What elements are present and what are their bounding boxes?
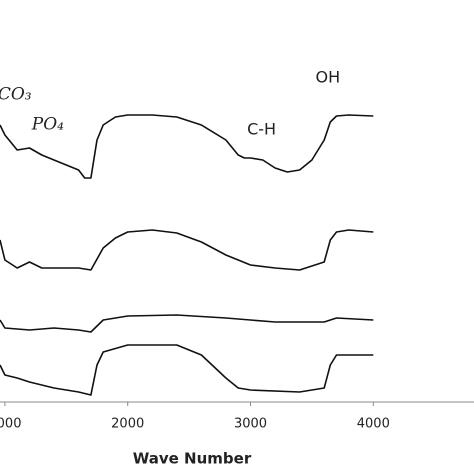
x-axis-label: Wave Number <box>133 450 252 468</box>
x-tick-label: 4000 <box>357 417 390 432</box>
x-tick-label: 2000 <box>111 417 144 432</box>
x-tick-label: 3000 <box>234 417 267 432</box>
annotation: OH <box>316 68 341 87</box>
x-tick-label: 1000 <box>0 417 21 432</box>
spectrum-line <box>0 314 374 333</box>
annotation: PO₄ <box>31 115 64 135</box>
spectrum-line <box>0 114 374 179</box>
spectrum-line <box>0 344 374 396</box>
spectrum-line <box>0 229 374 271</box>
annotation: C-H <box>247 120 276 139</box>
annotation: CO₃ <box>0 85 32 105</box>
